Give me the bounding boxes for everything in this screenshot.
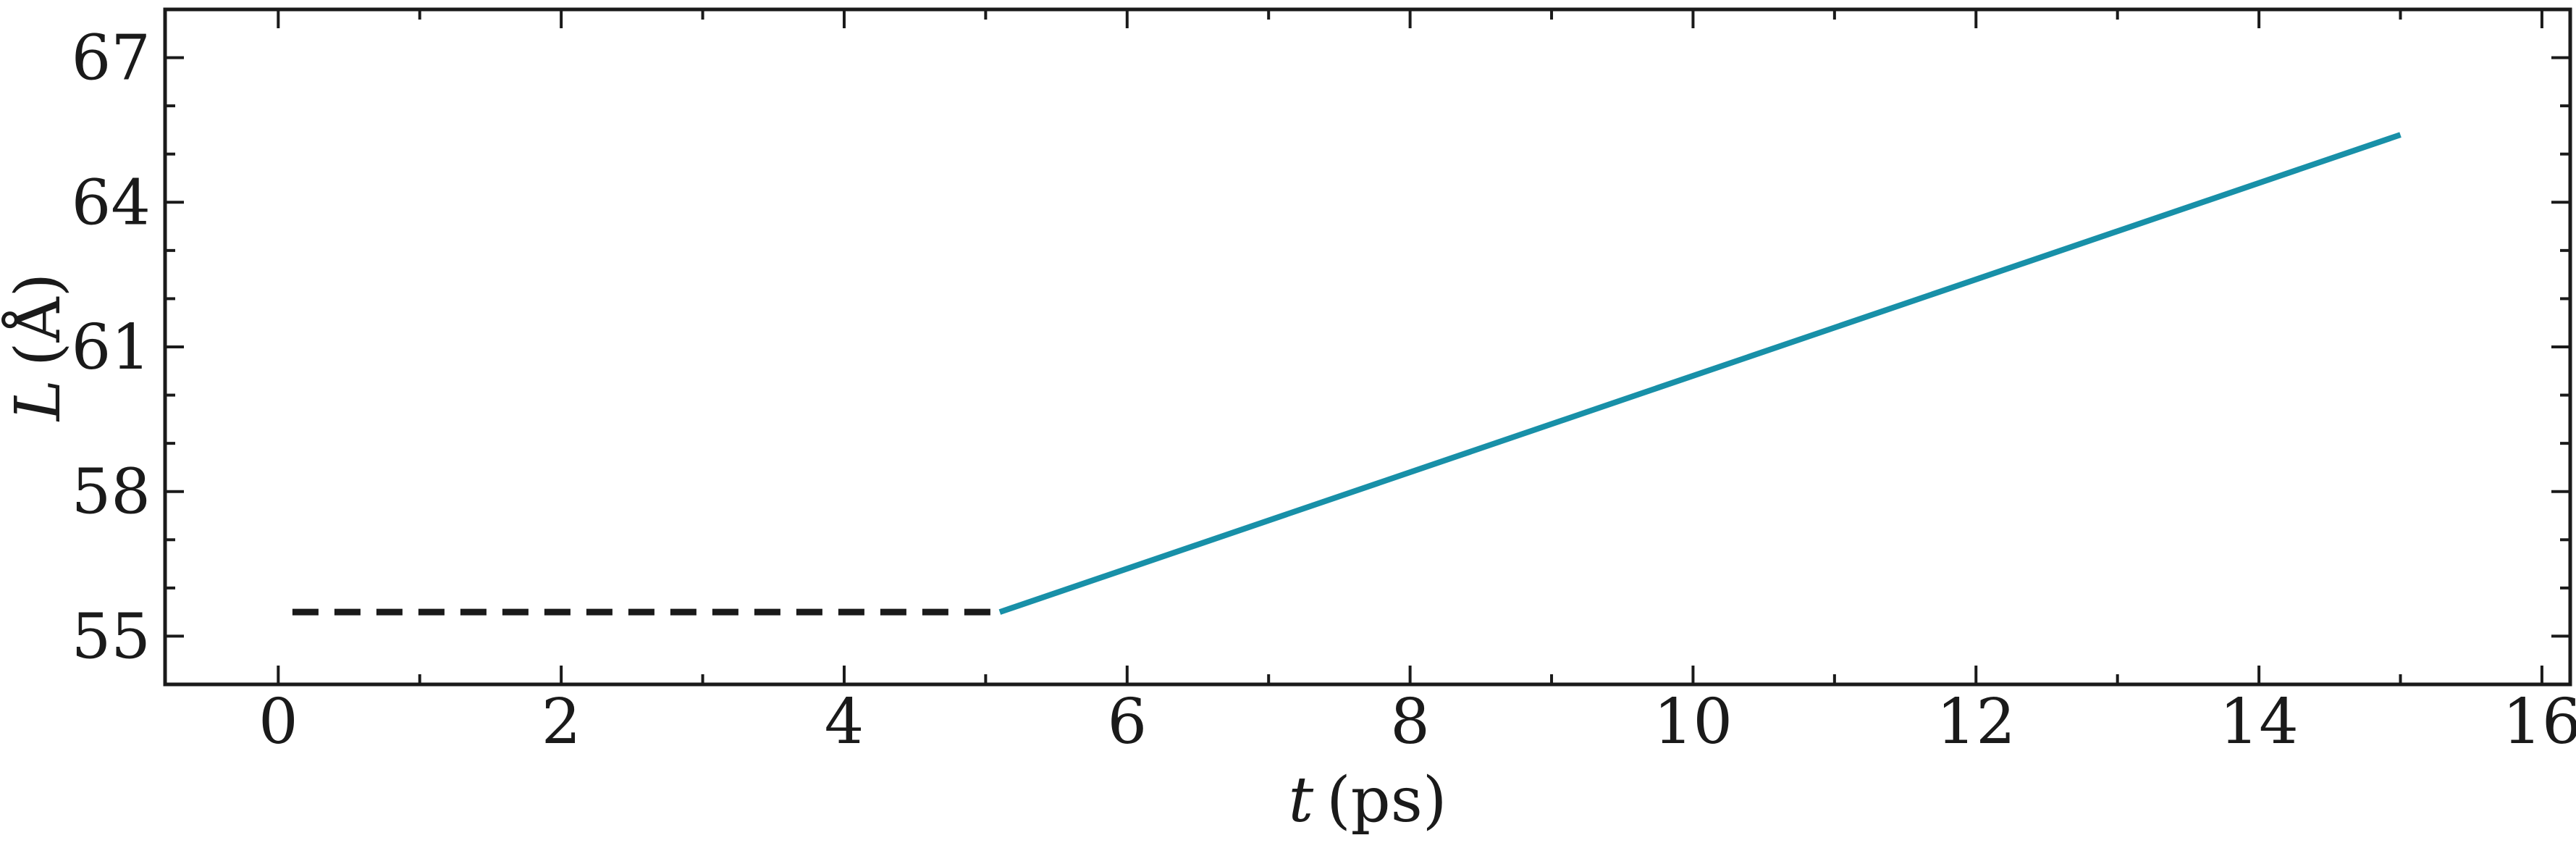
x-tick-label: 4 (825, 686, 864, 758)
y-tick-label: 58 (72, 456, 151, 529)
y-tick-label: 61 (72, 311, 151, 384)
y-axis-variable: L (2, 379, 75, 422)
x-tick-label: 14 (2219, 686, 2298, 758)
x-tick-label: 16 (2502, 686, 2576, 758)
series-layer (292, 132, 2402, 616)
x-tick-label: 12 (1937, 686, 2016, 758)
x-axis-label: t (ps) (1289, 764, 1447, 836)
x-tick-label: 6 (1107, 686, 1147, 758)
y-tick-label: 67 (72, 22, 151, 95)
ticks-layer (165, 9, 2570, 684)
y-axis-unit: (Å) (1, 273, 75, 366)
x-tick-label: 0 (258, 686, 298, 758)
x-tick-label: 8 (1390, 686, 1430, 758)
y-axis-label: L (Å) (1, 273, 75, 422)
plot-frame (163, 7, 2572, 687)
series-line-solid (998, 132, 2402, 615)
x-tick-label: 2 (542, 686, 581, 758)
y-tick-label: 64 (72, 167, 151, 239)
tick-labels-layer: 0 2 4 6 8 10 12 14 16 55 58 61 64 67 (72, 22, 2576, 758)
x-axis-variable: t (1289, 764, 1314, 836)
x-axis-unit: (ps) (1326, 764, 1447, 836)
y-tick-label: 55 (72, 600, 151, 673)
x-tick-label: 10 (1654, 686, 1733, 758)
